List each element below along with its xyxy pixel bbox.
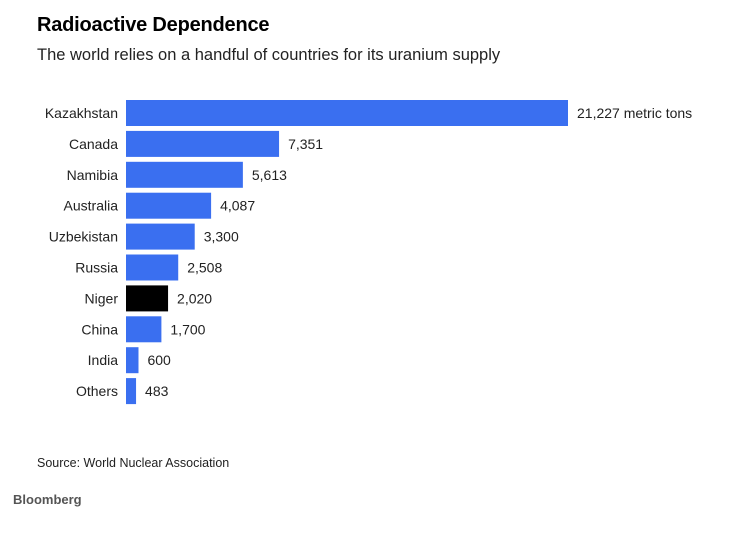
bar-australia — [126, 192, 212, 219]
value-label: 2,020 — [177, 290, 212, 306]
bar-namibia — [126, 161, 243, 188]
bar-niger — [126, 285, 169, 312]
bar-india — [126, 347, 139, 374]
category-label: Canada — [69, 136, 118, 152]
value-label: 5,613 — [252, 167, 287, 183]
value-label: 4,087 — [220, 198, 255, 214]
category-label: Russia — [75, 260, 118, 276]
category-label: Uzbekistan — [49, 229, 118, 245]
category-label: Others — [76, 383, 118, 399]
category-label: Kazakhstan — [45, 105, 118, 121]
value-label: 7,351 — [288, 136, 323, 152]
category-label: Namibia — [67, 167, 119, 183]
bar-kazakhstan — [126, 100, 568, 126]
bar-others — [126, 378, 137, 405]
brand-logo: Bloomberg — [13, 492, 82, 507]
value-label: 600 — [147, 352, 171, 368]
chart-subtitle: The world relies on a handful of countri… — [37, 46, 501, 64]
bar-canada — [126, 130, 280, 157]
value-label: 483 — [145, 383, 169, 399]
category-label: Niger — [85, 290, 119, 306]
bar-uzbekistan — [126, 223, 195, 250]
bar-china — [126, 316, 162, 343]
category-label: Australia — [64, 198, 119, 214]
value-label: 1,700 — [170, 321, 205, 337]
category-label: China — [81, 321, 118, 337]
value-label: 3,300 — [204, 229, 239, 245]
value-label: 21,227 metric tons — [577, 105, 692, 121]
bar-chart: Kazakhstan 21,227 metric tons Canada 7,351 N… — [45, 100, 692, 405]
chart-title: Radioactive Dependence — [37, 14, 270, 36]
category-label: India — [88, 352, 119, 368]
chart-source: Source: World Nuclear Association — [37, 456, 230, 470]
bar-russia — [126, 254, 179, 281]
value-label: 2,508 — [187, 260, 222, 276]
